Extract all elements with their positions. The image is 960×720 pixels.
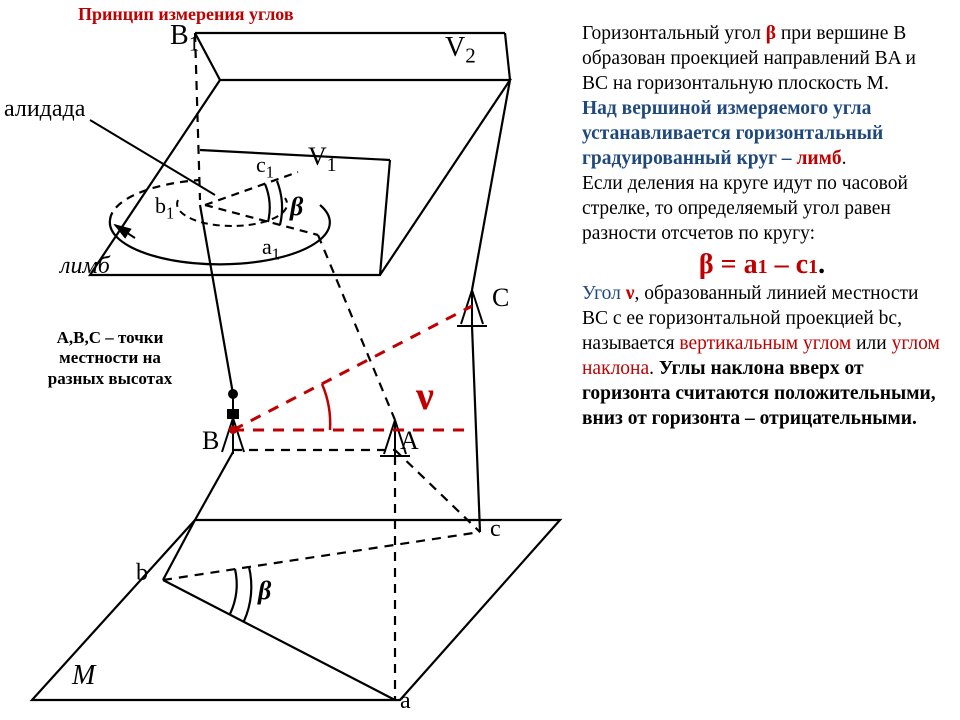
label-b1: b1 bbox=[155, 193, 174, 223]
p4d: или bbox=[851, 333, 891, 354]
p4a: Угол bbox=[582, 283, 626, 304]
label-beta-bot: β bbox=[258, 576, 271, 606]
label-V1: V1 bbox=[308, 142, 337, 177]
formula-a: a bbox=[744, 249, 758, 280]
formula-dot: . bbox=[818, 249, 825, 280]
para-4: Угол ν, образованный линией местности BC… bbox=[582, 282, 942, 432]
label-a1: a1 bbox=[262, 234, 280, 264]
top-plane bbox=[90, 80, 510, 275]
explanation-text: Горизонтальный угол β при вершине B обра… bbox=[582, 22, 942, 432]
para-2: Над вершиной измеряемого угла устанавлив… bbox=[582, 97, 942, 172]
formula-beta: β bbox=[699, 249, 714, 280]
V1-sub: 1 bbox=[327, 155, 337, 176]
V1-base: V bbox=[308, 142, 327, 171]
p1-beta: β bbox=[766, 23, 776, 44]
label-B1: B1 bbox=[170, 20, 199, 57]
c1-sub: 1 bbox=[266, 162, 274, 181]
b1-sub: 1 bbox=[166, 203, 174, 222]
B1-base: B bbox=[170, 20, 189, 51]
label-c-bot: c bbox=[490, 516, 501, 543]
b1-base: b bbox=[155, 193, 166, 218]
V2-base: V bbox=[445, 32, 465, 63]
vertex-B-dot bbox=[229, 426, 237, 434]
para-3: Если деления на круге идут по часовой ст… bbox=[582, 172, 942, 247]
p4c: вертикальным углом bbox=[679, 333, 851, 354]
label-alidada: алидада bbox=[4, 96, 85, 123]
formula-eq: = bbox=[714, 249, 744, 280]
p1a: Горизонтальный угол bbox=[582, 23, 766, 44]
plane-M bbox=[32, 520, 560, 700]
formula: β = a1 – c1. bbox=[582, 247, 942, 283]
formula-a1: 1 bbox=[758, 256, 768, 278]
label-c1: c1 bbox=[256, 152, 274, 182]
para-1: Горизонтальный угол β при вершине B обра… bbox=[582, 22, 942, 97]
diagram bbox=[0, 0, 580, 720]
p2b: лимб bbox=[796, 148, 841, 169]
formula-c1: 1 bbox=[808, 256, 818, 278]
nu-arc bbox=[322, 384, 330, 430]
label-nu: ν bbox=[416, 372, 434, 419]
sight-lines bbox=[233, 306, 472, 430]
p4f: . bbox=[649, 358, 659, 379]
label-a-bot: a bbox=[400, 688, 411, 715]
p2c: . bbox=[842, 148, 847, 169]
label-beta-top: β bbox=[290, 192, 303, 222]
formula-c: c bbox=[796, 249, 808, 280]
label-b-bot: b bbox=[136, 560, 148, 587]
tripod-B bbox=[222, 390, 244, 454]
alidada-pointer bbox=[90, 120, 215, 195]
label-limb: лимб bbox=[60, 253, 110, 280]
label-C: C bbox=[492, 283, 509, 313]
label-B: B bbox=[202, 426, 219, 456]
B1-sub: 1 bbox=[189, 32, 200, 56]
label-A: A bbox=[400, 426, 419, 456]
label-V2: V2 bbox=[445, 32, 476, 69]
V2-sub: 2 bbox=[465, 44, 476, 68]
plane-V1 bbox=[195, 33, 390, 275]
a1-sub: 1 bbox=[272, 244, 280, 263]
a1-base: a bbox=[262, 234, 272, 259]
tripod-C bbox=[457, 290, 487, 326]
formula-minus: – bbox=[768, 249, 796, 280]
c1-base: c bbox=[256, 152, 266, 177]
label-M: M bbox=[72, 660, 95, 692]
p3: Если деления на круге идут по часовой ст… bbox=[582, 173, 908, 244]
